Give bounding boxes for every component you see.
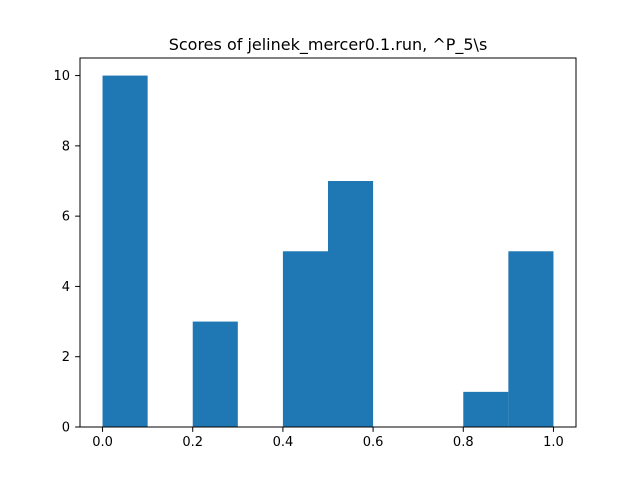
- histogram-bar-4: [282, 251, 328, 427]
- x-tick-label: 0.8: [453, 435, 474, 450]
- y-tick-label: 4: [62, 280, 70, 295]
- y-tick-label: 10: [53, 69, 70, 84]
- y-axis: 0 2 4 6 8 10: [53, 69, 80, 436]
- axes-layer: [79, 57, 577, 428]
- chart-title: Scores of jelinek_mercer0.1.run, ^P_5\s: [169, 35, 488, 55]
- histogram-bar-8: [463, 391, 509, 427]
- x-tick-label: 0.6: [363, 435, 384, 450]
- y-tick-label: 8: [62, 139, 70, 154]
- bars-layer: [102, 75, 554, 428]
- histogram-bar-9: [508, 251, 554, 427]
- x-tick-label: 0.0: [92, 435, 113, 450]
- histogram-bar-5: [328, 181, 374, 427]
- axes-frame: [79, 57, 577, 428]
- x-tick-label: 0.2: [182, 435, 203, 450]
- x-tick-label: 1.0: [543, 435, 564, 450]
- y-tick-label: 6: [62, 210, 70, 225]
- y-tick-label: 2: [62, 350, 70, 365]
- x-tick-label: 0.4: [273, 435, 294, 450]
- histogram-bar-0: [102, 75, 148, 428]
- y-tick-label: 0: [62, 421, 70, 436]
- histogram-bar-2: [192, 321, 238, 427]
- x-axis: 0.0 0.2 0.4 0.6 0.8 1.0: [92, 427, 564, 450]
